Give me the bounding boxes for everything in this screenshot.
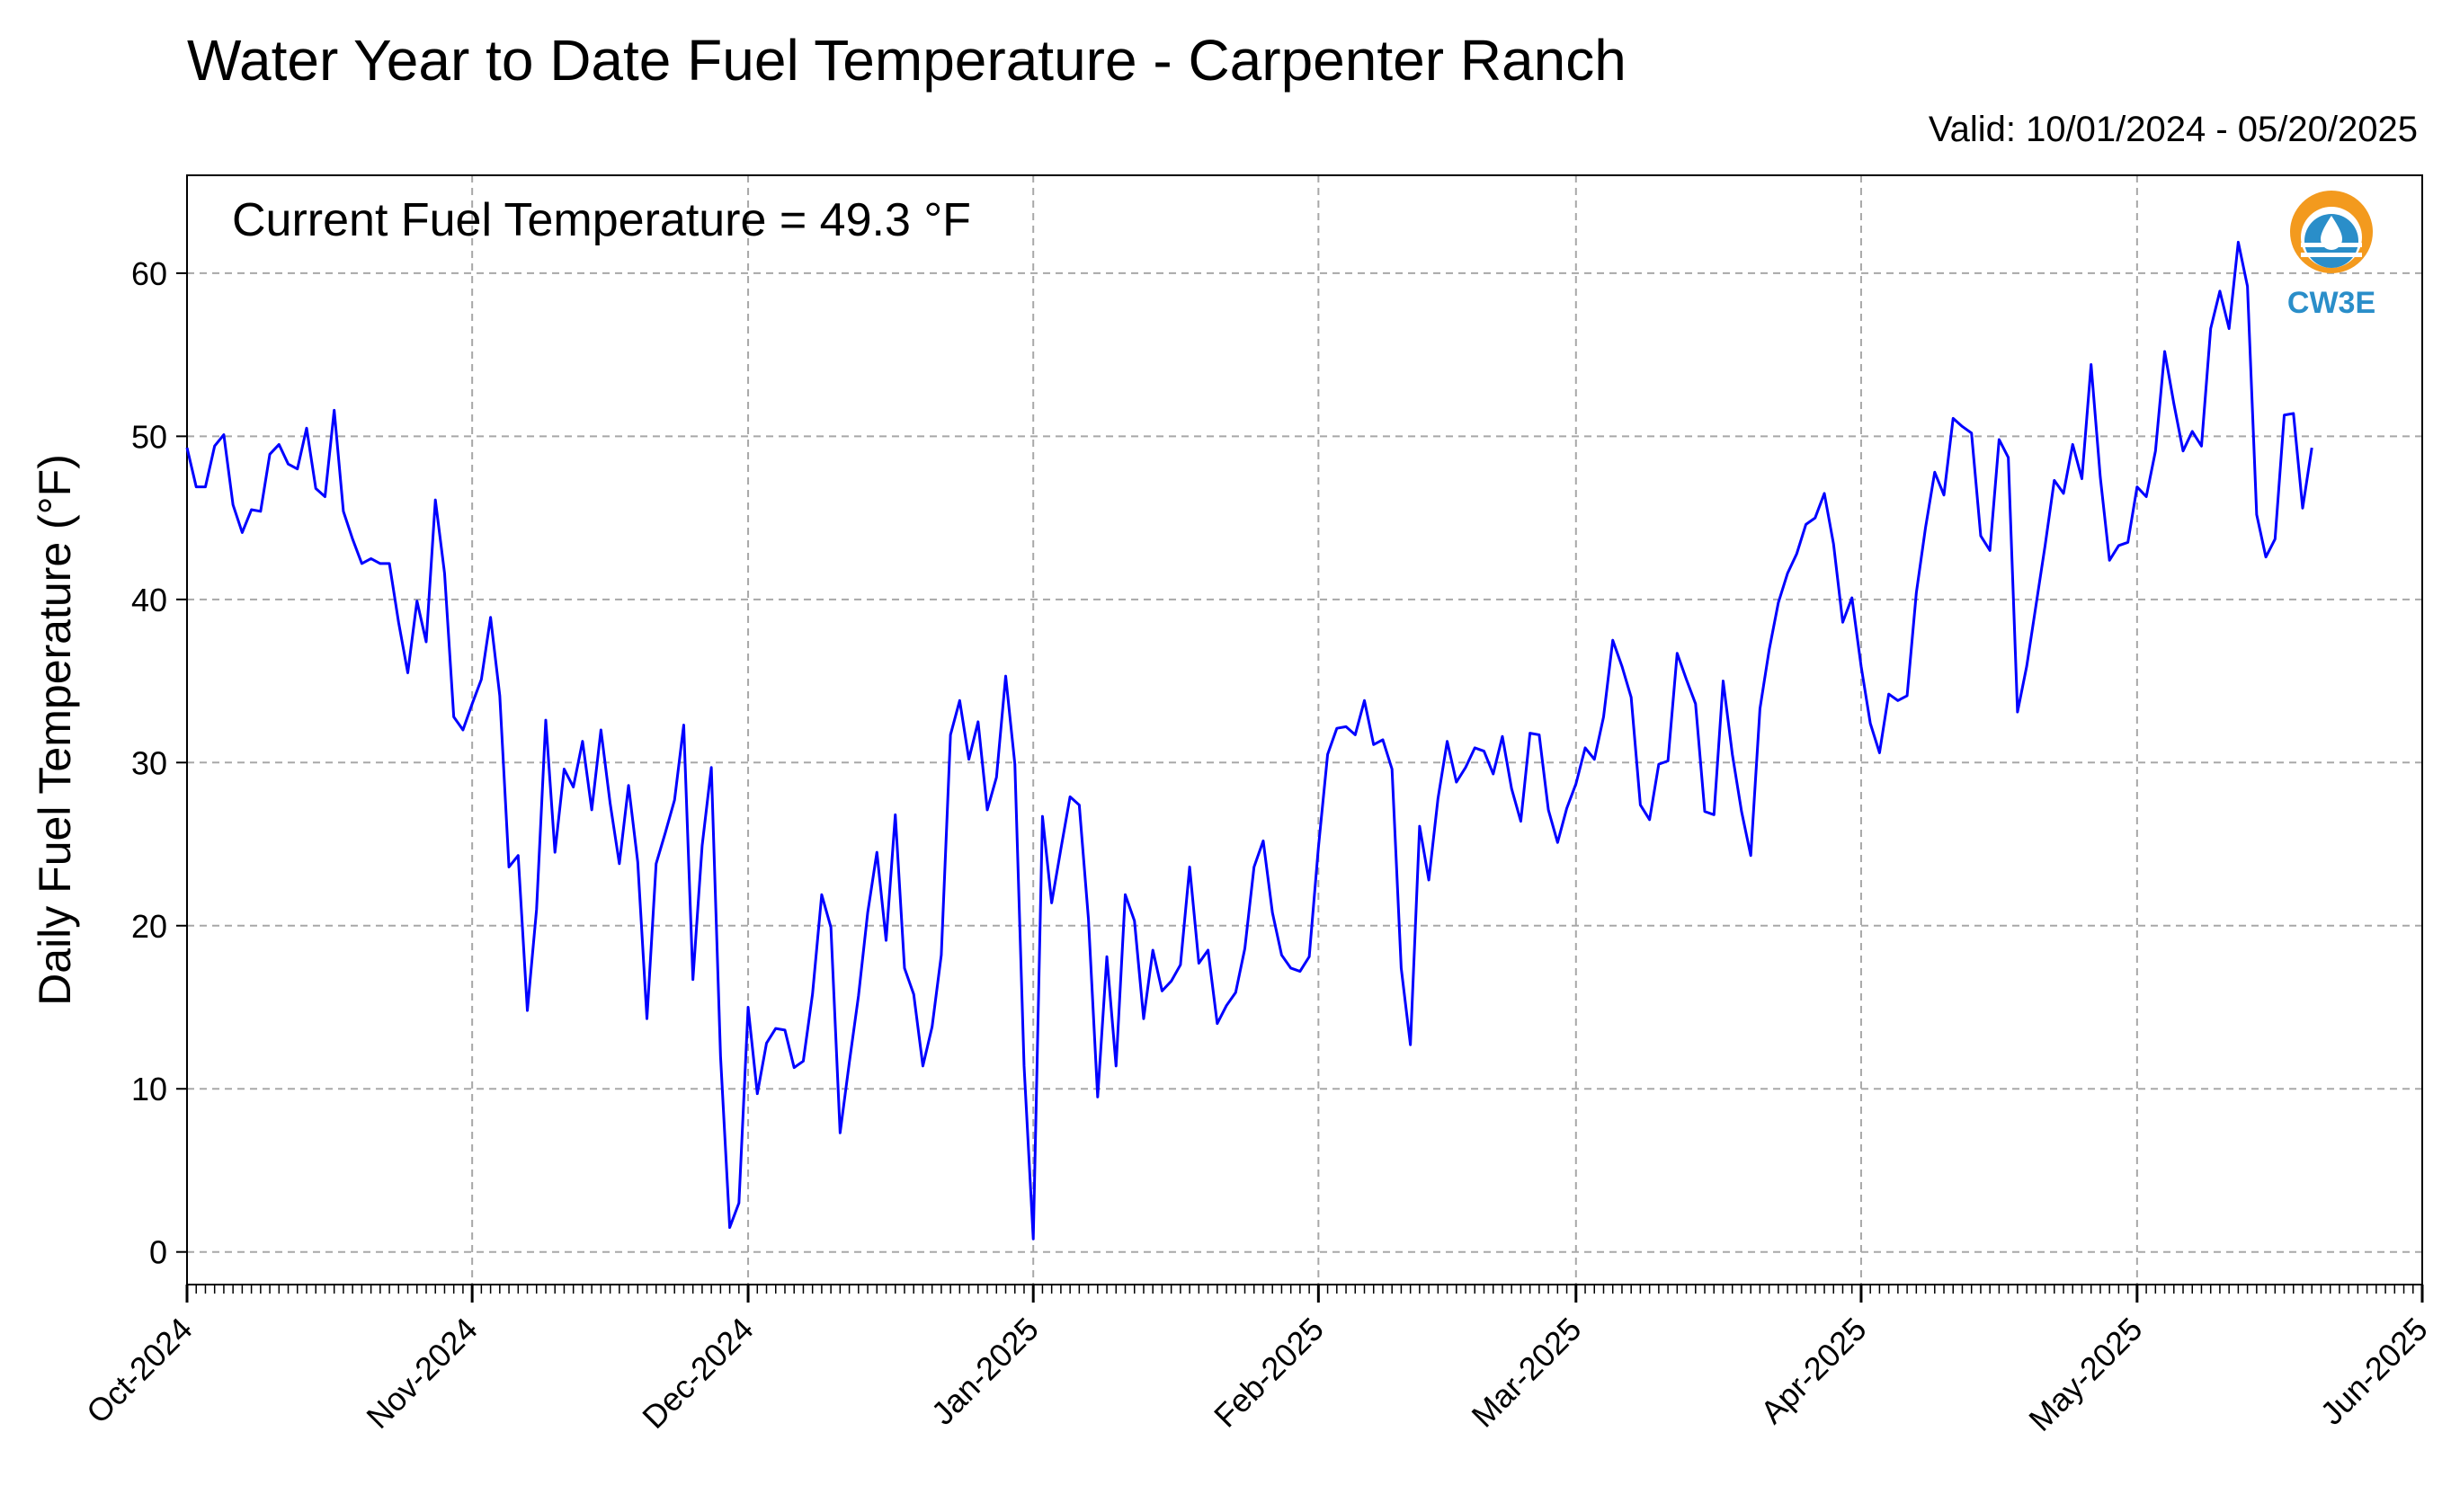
x-tick-label: Oct-2024 xyxy=(79,1311,200,1431)
y-tick-label: 20 xyxy=(131,908,167,945)
current-fuel-temperature-annotation: Current Fuel Temperature = 49.3 °F xyxy=(232,194,971,246)
cw3e-logo-text: CW3E xyxy=(2287,286,2375,320)
x-tick-label: Nov-2024 xyxy=(359,1311,484,1436)
grid-lines xyxy=(187,175,2422,1285)
plot-area xyxy=(186,174,2423,1285)
y-tick-label: 10 xyxy=(131,1071,167,1107)
y-axis-label: Daily Fuel Temperature (°F) xyxy=(30,454,80,1006)
x-tick-label: Dec-2024 xyxy=(635,1311,760,1436)
x-tick-label: Feb-2025 xyxy=(1207,1311,1331,1435)
valid-date-range: Valid: 10/01/2024 - 05/20/2025 xyxy=(1928,110,2418,149)
axis-tick-labels: 0 10 20 30 40 50 60 Oct-2024 Nov-2024 Dec-2024 Jan… xyxy=(79,255,2435,1438)
x-tick-label: May-2025 xyxy=(2021,1311,2149,1438)
fuel-temperature-line xyxy=(185,240,2313,1241)
y-tick-label: 30 xyxy=(131,744,167,781)
y-tick-label: 40 xyxy=(131,582,167,618)
axis-ticks xyxy=(176,271,2424,1303)
y-tick-label: 0 xyxy=(149,1234,167,1271)
x-tick-label: Jan-2025 xyxy=(924,1311,1046,1432)
cw3e-logo-icon: CW3E xyxy=(2287,191,2375,320)
y-tick-label: 60 xyxy=(131,255,167,292)
chart-title: Water Year to Date Fuel Temperature - Ca… xyxy=(187,28,1627,93)
y-tick-label: 50 xyxy=(131,418,167,455)
data-points xyxy=(186,242,2313,1240)
x-tick-label: Jun-2025 xyxy=(2313,1311,2435,1432)
x-tick-label: Mar-2025 xyxy=(1465,1311,1589,1435)
x-tick-label: Apr-2025 xyxy=(1753,1311,1874,1431)
